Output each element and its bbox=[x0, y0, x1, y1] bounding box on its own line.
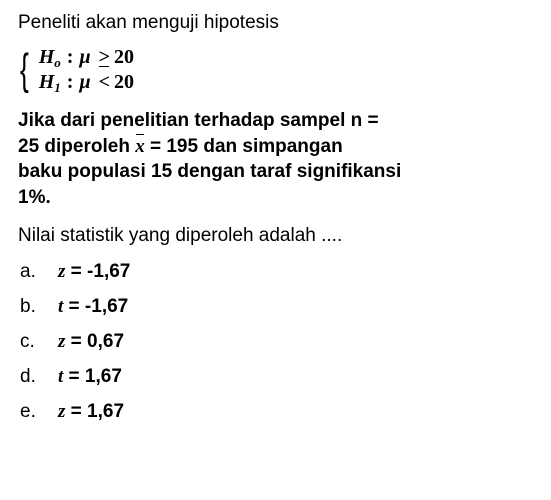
desc-line1: Jika dari penelitian terhadap sampel n = bbox=[18, 110, 379, 131]
option-value: t = 1,67 bbox=[58, 366, 122, 388]
option-d: d. t = 1,67 bbox=[20, 366, 533, 388]
option-value: t = -1,67 bbox=[58, 296, 128, 318]
hypothesis-h1: H1 : μ < 20 bbox=[39, 71, 134, 94]
option-label: c. bbox=[20, 331, 58, 353]
h1-colon: : bbox=[67, 71, 74, 94]
option-eq: = 1,67 bbox=[63, 366, 122, 387]
option-a: a. z = -1,67 bbox=[20, 261, 533, 283]
h0-var: μ bbox=[79, 46, 90, 69]
hypothesis-h0: Ho : μ > 20 bbox=[39, 46, 134, 69]
option-eq: = -1,67 bbox=[65, 261, 130, 282]
desc-line4: 1%. bbox=[18, 187, 51, 208]
h1-op: < bbox=[99, 71, 110, 94]
hypothesis-block: { Ho : μ > 20 H1 : μ < 20 bbox=[18, 46, 533, 94]
option-label: b. bbox=[20, 296, 58, 318]
option-e: e. z = 1,67 bbox=[20, 401, 533, 423]
options-list: a. z = -1,67 b. t = -1,67 c. z = 0,67 d.… bbox=[18, 261, 533, 423]
option-value: z = 0,67 bbox=[58, 331, 124, 353]
h0-op: > bbox=[99, 46, 110, 69]
h0-colon: : bbox=[67, 46, 74, 69]
h0-val: 20 bbox=[114, 46, 134, 69]
h1-var: μ bbox=[79, 71, 90, 94]
h1-sub: 1 bbox=[54, 80, 61, 96]
h1-val: 20 bbox=[114, 71, 134, 94]
brace-left: { bbox=[20, 48, 29, 92]
problem-title: Peneliti akan menguji hipotesis bbox=[18, 12, 533, 34]
problem-description: Jika dari penelitian terhadap sampel n =… bbox=[18, 108, 533, 211]
h0-sub: o bbox=[54, 55, 61, 71]
option-label: a. bbox=[20, 261, 58, 283]
option-label: d. bbox=[20, 366, 58, 388]
desc-line2a: 25 diperoleh bbox=[18, 136, 135, 157]
hypotheses: Ho : μ > 20 H1 : μ < 20 bbox=[39, 46, 134, 94]
option-c: c. z = 0,67 bbox=[20, 331, 533, 353]
option-value: z = -1,67 bbox=[58, 261, 130, 283]
h0-label: H bbox=[39, 46, 55, 69]
option-value: z = 1,67 bbox=[58, 401, 124, 423]
option-eq: = -1,67 bbox=[63, 296, 128, 317]
question-text: Nilai statistik yang diperoleh adalah ..… bbox=[18, 225, 533, 247]
option-b: b. t = -1,67 bbox=[20, 296, 533, 318]
h1-label: H bbox=[39, 71, 55, 94]
option-eq: = 1,67 bbox=[65, 401, 124, 422]
xbar-symbol: x bbox=[135, 134, 145, 160]
option-label: e. bbox=[20, 401, 58, 423]
desc-line3: baku populasi 15 dengan taraf signifikan… bbox=[18, 161, 401, 182]
desc-line2b: = 195 dan simpangan bbox=[145, 136, 343, 157]
option-eq: = 0,67 bbox=[65, 331, 124, 352]
